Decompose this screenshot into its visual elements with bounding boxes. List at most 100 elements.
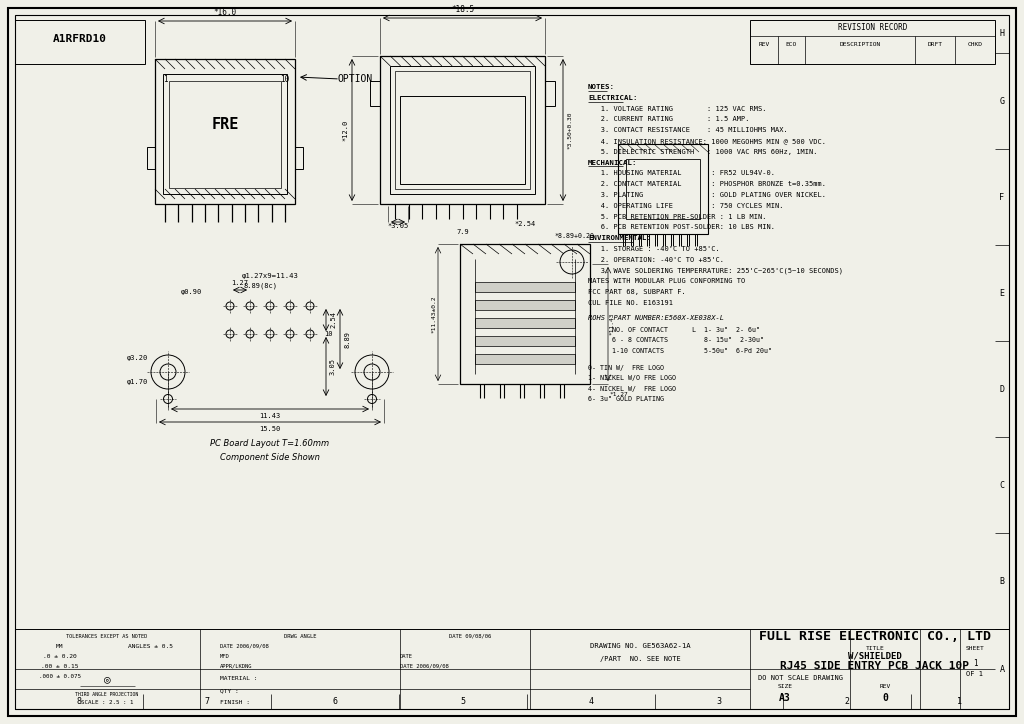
Bar <box>155 59 295 204</box>
Text: DESCRIPTION: DESCRIPTION <box>840 41 881 46</box>
Text: /PART  NO. SEE NOTE: /PART NO. SEE NOTE <box>600 656 680 662</box>
Text: 1: 1 <box>973 660 977 668</box>
Text: ◎: ◎ <box>103 674 111 684</box>
Text: 3.05: 3.05 <box>330 358 336 375</box>
Bar <box>390 66 535 194</box>
Text: PC Board Layout T=1.60mm: PC Board Layout T=1.60mm <box>211 439 330 448</box>
Text: 7.9: 7.9 <box>456 229 469 235</box>
Text: NO. OF CONTACT      L  1- 3u"  2- 6u": NO. OF CONTACT L 1- 3u" 2- 6u" <box>588 327 760 333</box>
Text: *3.50+0.30: *3.50+0.30 <box>567 111 572 148</box>
Text: 1: 1 <box>163 75 167 83</box>
Bar <box>750 20 995 64</box>
Text: .000 ± 0.075: .000 ± 0.075 <box>39 673 81 678</box>
Text: φ1.27x9=11.43: φ1.27x9=11.43 <box>242 273 298 279</box>
Text: MECHANICAL:: MECHANICAL: <box>588 159 638 166</box>
Text: C: C <box>999 481 1005 489</box>
Text: THIRD ANGLE PROJECTION: THIRD ANGLE PROJECTION <box>76 691 138 696</box>
Text: 3. CONTACT RESISTANCE    : 45 MILLIOHMS MAX.: 3. CONTACT RESISTANCE : 45 MILLIOHMS MAX… <box>588 127 787 133</box>
Text: FULL RISE ELECTRONIC CO., LTD: FULL RISE ELECTRONIC CO., LTD <box>759 631 991 644</box>
Bar <box>169 81 281 188</box>
Text: A3: A3 <box>779 693 791 703</box>
Text: *16.0: *16.0 <box>213 8 237 17</box>
Bar <box>475 282 575 292</box>
Text: QTY :: QTY : <box>220 689 239 694</box>
Text: ANGLES ± 0.5: ANGLES ± 0.5 <box>128 644 172 649</box>
Text: 10: 10 <box>281 75 290 83</box>
Text: DRAWING NO. GE563A62-1A: DRAWING NO. GE563A62-1A <box>590 643 690 649</box>
Text: NOTES:: NOTES: <box>588 84 615 90</box>
Text: 6 - 8 CONTACTS         8- 15u"  2-30u": 6 - 8 CONTACTS 8- 15u" 2-30u" <box>588 337 764 343</box>
Text: 2.54: 2.54 <box>330 311 336 329</box>
Text: 7: 7 <box>205 697 210 707</box>
Text: REV: REV <box>880 683 891 689</box>
Text: TOLERANCES EXCEPT AS NOTED: TOLERANCES EXCEPT AS NOTED <box>67 634 147 639</box>
Text: SCALE : 2.5 : 1: SCALE : 2.5 : 1 <box>81 699 133 704</box>
Bar <box>475 354 575 364</box>
Bar <box>475 300 575 310</box>
Text: A1RFRD10: A1RFRD10 <box>53 34 106 44</box>
Text: 2. CURRENT RATING        : 1.5 AMP.: 2. CURRENT RATING : 1.5 AMP. <box>588 117 750 122</box>
Text: Component Side Shown: Component Side Shown <box>220 453 319 463</box>
Text: ROHS  PART NUMBER:E560X-XE038X-L: ROHS PART NUMBER:E560X-XE038X-L <box>588 315 724 321</box>
Text: 2: 2 <box>845 697 850 707</box>
Text: DATE 2006/09/08: DATE 2006/09/08 <box>220 644 268 649</box>
Text: 0- TIN W/  FRE LOGO: 0- TIN W/ FRE LOGO <box>588 365 664 371</box>
Text: E: E <box>999 288 1005 298</box>
Text: DATE 09/08/06: DATE 09/08/06 <box>449 634 492 639</box>
Text: OF 1: OF 1 <box>967 671 983 677</box>
Text: 3. PLATING                : GOLD PLATING OVER NICKEL.: 3. PLATING : GOLD PLATING OVER NICKEL. <box>588 192 826 198</box>
Text: MM: MM <box>56 644 63 649</box>
Text: 8: 8 <box>77 697 82 707</box>
Text: 4. OPERATING LIFE         : 750 CYCLES MIN.: 4. OPERATING LIFE : 750 CYCLES MIN. <box>588 203 783 209</box>
Bar <box>475 318 575 328</box>
Text: 5. DIELECTRIC STRENGTH   : 1000 VAC RMS 60Hz, 1MIN.: 5. DIELECTRIC STRENGTH : 1000 VAC RMS 60… <box>588 149 817 155</box>
Text: 1. STORAGE : -40'C TO +85'C.: 1. STORAGE : -40'C TO +85'C. <box>588 246 720 252</box>
Bar <box>147 147 155 169</box>
Bar <box>460 244 590 384</box>
Text: DATE: DATE <box>400 654 413 659</box>
Text: 2. OPERATION: -40'C TO +85'C.: 2. OPERATION: -40'C TO +85'C. <box>588 257 724 263</box>
Text: *2.54: *2.54 <box>514 221 536 227</box>
Text: ELECTRICAL:: ELECTRICAL: <box>588 95 638 101</box>
Text: φ3.20: φ3.20 <box>127 355 148 361</box>
Bar <box>163 74 287 194</box>
Text: CUL FILE NO. E163191: CUL FILE NO. E163191 <box>588 300 673 306</box>
Bar <box>370 81 380 106</box>
Text: φ1.70: φ1.70 <box>127 379 148 385</box>
Text: ECO: ECO <box>785 41 797 46</box>
Text: 5: 5 <box>461 697 466 707</box>
Text: 1.27: 1.27 <box>231 280 249 286</box>
Text: 1. VOLTAGE RATING        : 125 VAC RMS.: 1. VOLTAGE RATING : 125 VAC RMS. <box>588 106 767 111</box>
Text: 1: 1 <box>957 697 963 707</box>
Text: 15.50: 15.50 <box>259 426 281 432</box>
Text: 8.89(8c): 8.89(8c) <box>243 283 278 290</box>
Text: 6: 6 <box>333 697 338 707</box>
Text: *1.27: *1.27 <box>610 392 629 397</box>
Text: 1. HOUSING MATERIAL       : FR52 UL94V-0.: 1. HOUSING MATERIAL : FR52 UL94V-0. <box>588 170 775 177</box>
Bar <box>15 629 1009 709</box>
Text: REV: REV <box>759 41 770 46</box>
Text: .0 ± 0.20: .0 ± 0.20 <box>43 654 77 659</box>
Text: B: B <box>999 576 1005 586</box>
Text: *12.0: *12.0 <box>342 119 348 140</box>
Text: 1-10 CONTACTS          5-50u"  6-Pd 20u": 1-10 CONTACTS 5-50u" 6-Pd 20u" <box>588 348 772 354</box>
Text: 6. PCB RETENTION POST-SOLDER: 10 LBS MIN.: 6. PCB RETENTION POST-SOLDER: 10 LBS MIN… <box>588 224 775 230</box>
Text: 4. INSULATION RESISTANCE: 1000 MEGOHMS MIN @ 500 VDC.: 4. INSULATION RESISTANCE: 1000 MEGOHMS M… <box>588 138 826 144</box>
Text: 8.89: 8.89 <box>344 330 350 348</box>
Text: H: H <box>999 30 1005 38</box>
Text: FRE: FRE <box>211 117 239 132</box>
Text: OPTION: OPTION <box>337 74 373 84</box>
Text: *11.43: *11.43 <box>610 313 615 335</box>
Text: *11.43±0.2: *11.43±0.2 <box>431 295 436 333</box>
Text: APPR/LKDNG: APPR/LKDNG <box>220 663 253 668</box>
Text: RJ45 SIDE ENTRY PCB JACK 10P: RJ45 SIDE ENTRY PCB JACK 10P <box>780 661 970 671</box>
Bar <box>295 147 303 169</box>
Text: DATE 2006/09/08: DATE 2006/09/08 <box>400 663 449 668</box>
Text: 11.43: 11.43 <box>259 413 281 419</box>
Text: *18.5: *18.5 <box>451 5 474 14</box>
Text: 0: 0 <box>882 693 888 703</box>
Text: REVISION RECORD: REVISION RECORD <box>838 23 907 33</box>
Text: ENVIRONMENTAL:: ENVIRONMENTAL: <box>588 235 651 241</box>
Text: 3. WAVE SOLDERING TEMPERRATURE: 255'C~265'C(5~10 SECONDS): 3. WAVE SOLDERING TEMPERRATURE: 255'C~26… <box>588 268 843 274</box>
Text: 2. CONTACT MATERIAL       : PHOSPHOR BRONZE t=0.35mm.: 2. CONTACT MATERIAL : PHOSPHOR BRONZE t=… <box>588 181 826 188</box>
